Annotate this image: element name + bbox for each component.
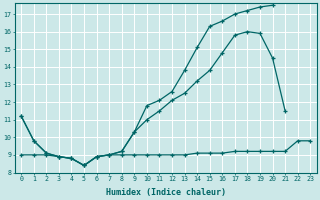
X-axis label: Humidex (Indice chaleur): Humidex (Indice chaleur) [106, 188, 226, 197]
